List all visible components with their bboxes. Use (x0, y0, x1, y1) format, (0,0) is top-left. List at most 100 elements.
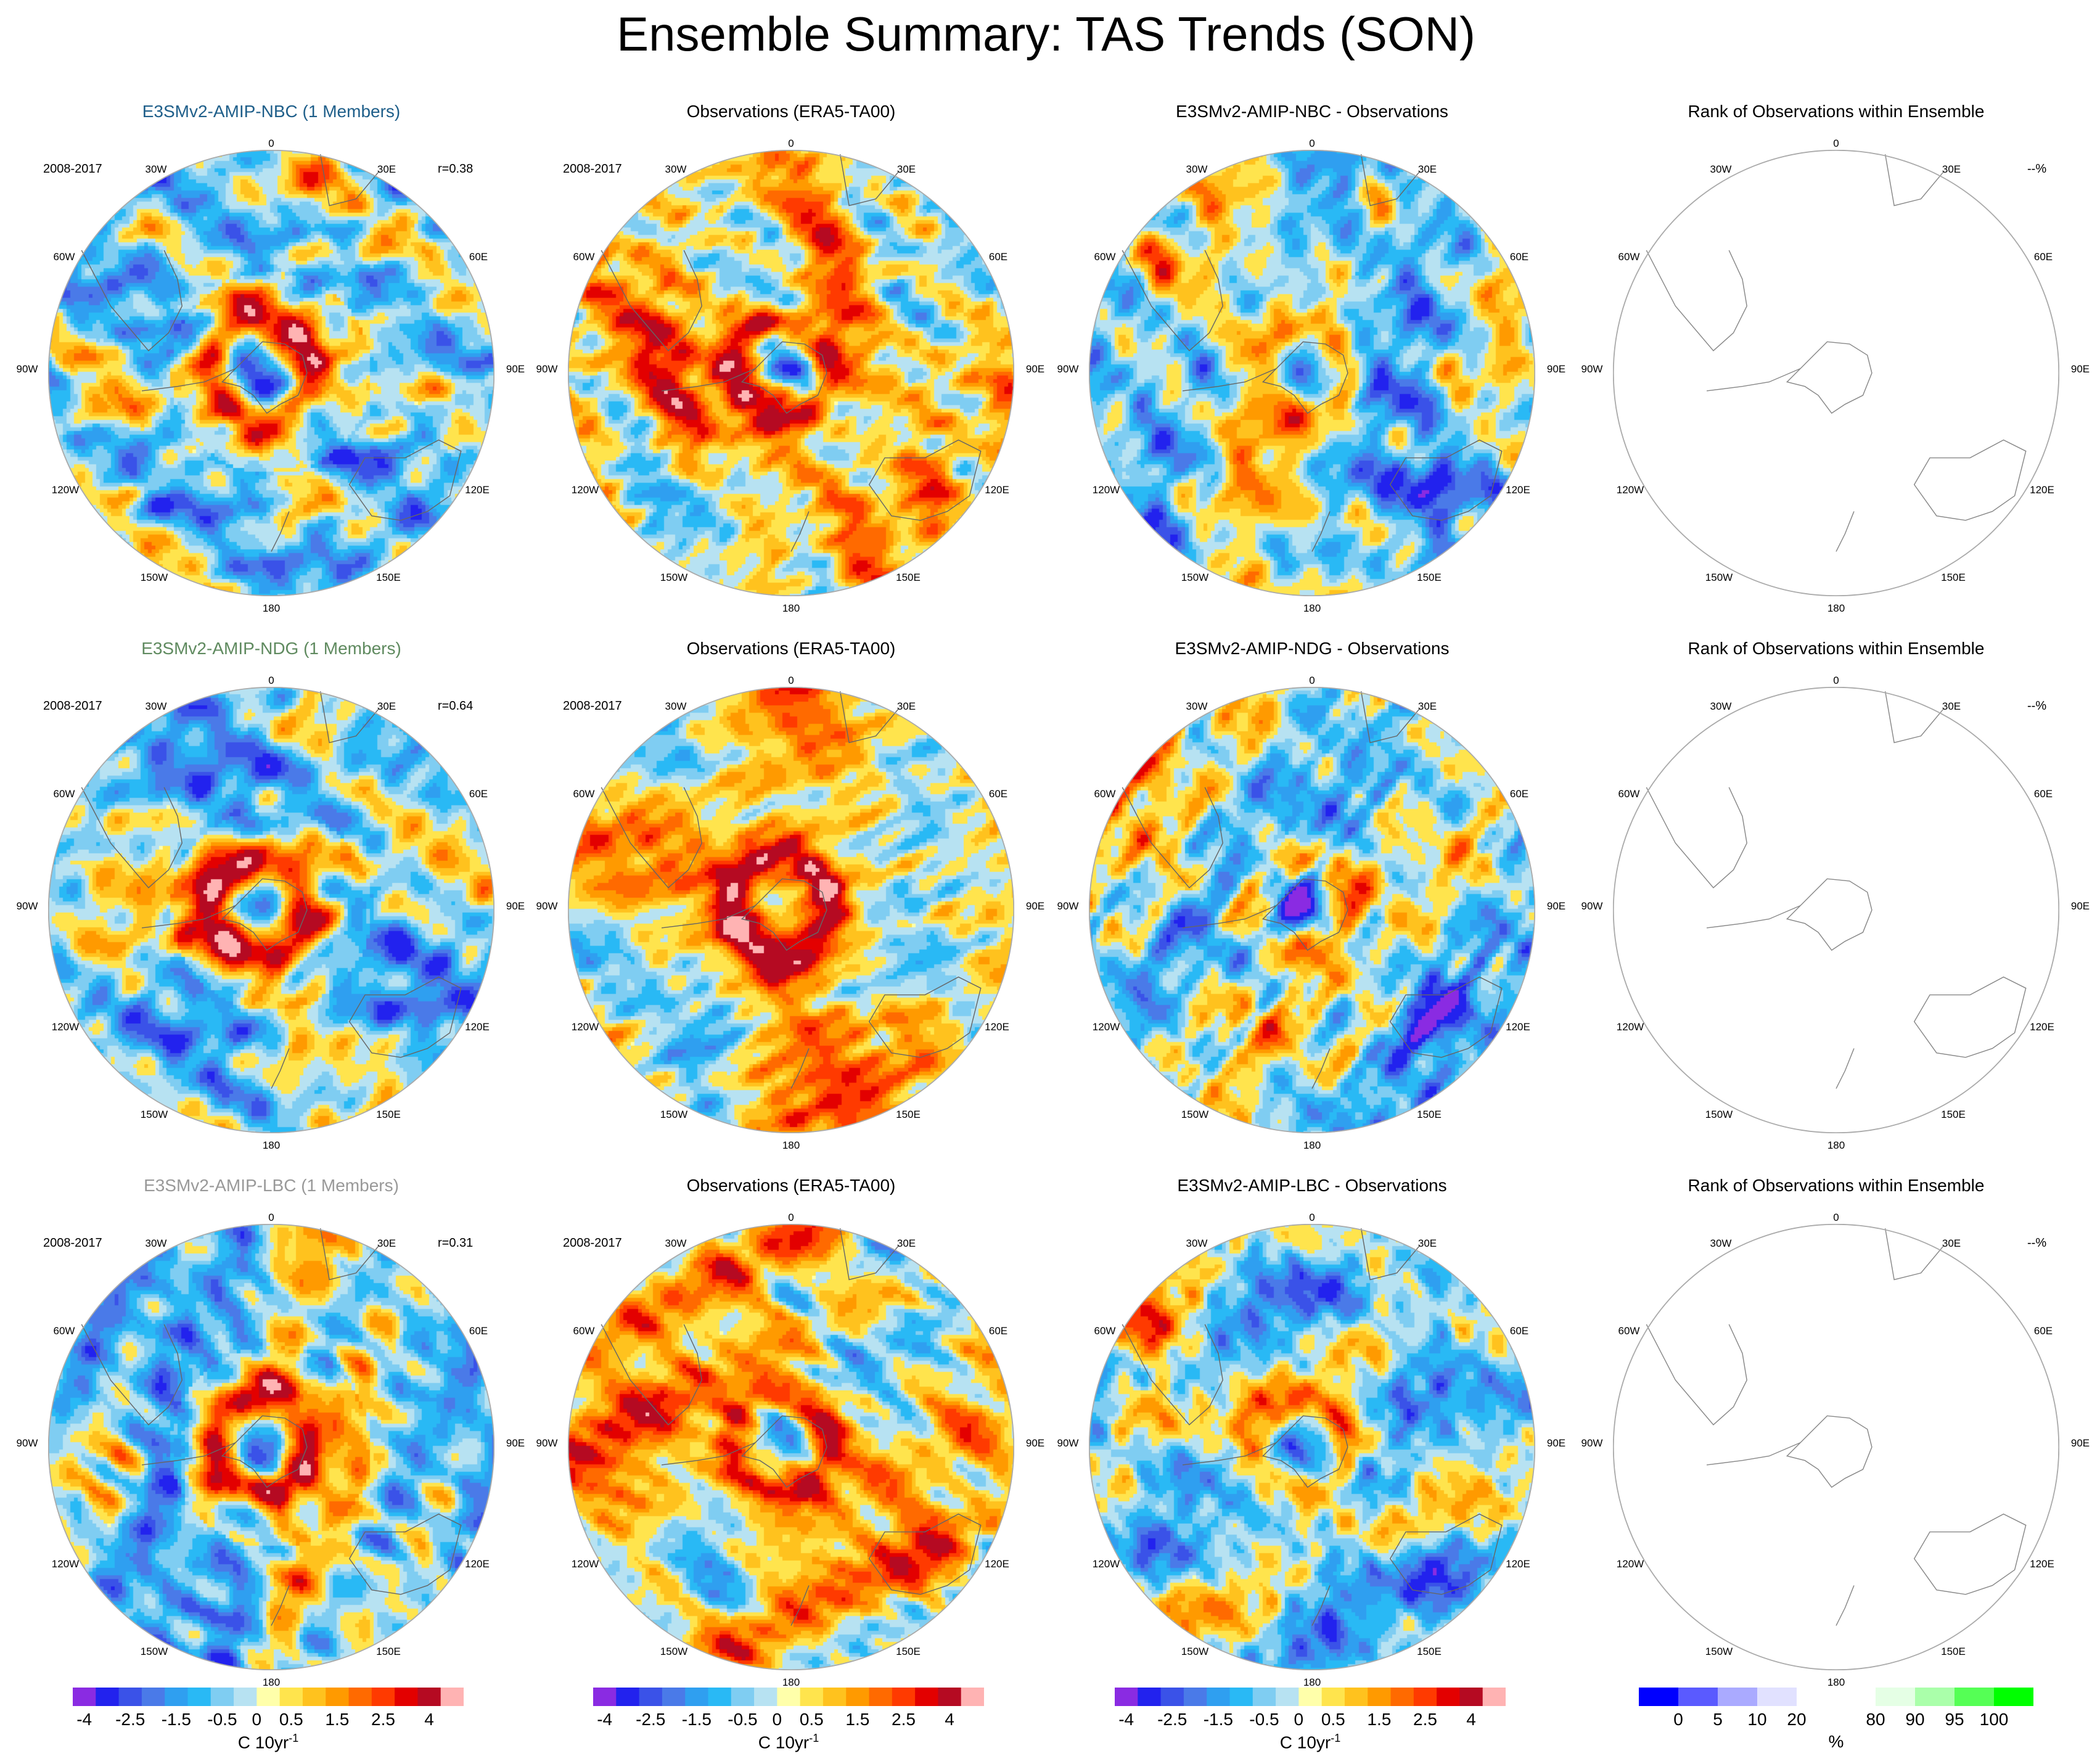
lon-label: 120E (985, 1558, 1009, 1570)
lon-label: 120W (1092, 1558, 1120, 1570)
lon-label: 90W (16, 363, 38, 375)
colorbar-swatch (892, 1688, 916, 1706)
colorbar-tick-label: 90 (1905, 1710, 1925, 1729)
coastline-4 (348, 976, 462, 1058)
colorbar-tick-label: 2.5 (371, 1710, 395, 1729)
coastline-0 (740, 878, 827, 951)
colorbar-swatch (708, 1688, 732, 1706)
colorbar-swatch (1368, 1688, 1392, 1706)
lon-label: 30E (1942, 700, 1961, 712)
map-boundary (1613, 150, 2059, 596)
figure-title: Ensemble Summary: TAS Trends (SON) (617, 7, 1475, 61)
lon-label: 120W (1092, 484, 1120, 496)
colorbar-swatch (165, 1688, 188, 1706)
colorbar-swatch (210, 1688, 234, 1706)
coastline-0 (221, 1415, 308, 1488)
coastline-2 (601, 1324, 702, 1426)
panel-title-rank: Rank of Observations within Ensemble (1688, 1176, 1985, 1195)
lon-label: 150E (1941, 1646, 1966, 1657)
lon-label: 90E (506, 363, 525, 375)
lon-label: 120W (571, 484, 599, 496)
colorbar-swatch (846, 1688, 870, 1706)
lon-label: 60W (1094, 788, 1116, 800)
lon-label: 0 (788, 675, 794, 686)
lon-label: 30W (665, 700, 687, 712)
lon-label: 60E (469, 251, 488, 263)
lon-label: 90E (1025, 900, 1045, 912)
lon-label: 60W (1618, 1325, 1640, 1337)
colorbar-swatch (800, 1688, 824, 1706)
coastline-0 (1261, 878, 1348, 951)
coastline-5 (1836, 511, 1855, 552)
colorbar-swatch (1344, 1688, 1368, 1706)
coastline-2 (81, 1324, 183, 1426)
lon-label: 0 (1309, 675, 1315, 686)
colorbar-swatch (1459, 1688, 1483, 1706)
lon-label: 90W (1057, 900, 1079, 912)
map-model-row2-coastlines (48, 687, 494, 1133)
correlation-label: r=0.31 (438, 1236, 474, 1250)
lon-label: 90W (536, 363, 558, 375)
coastline-2 (1122, 1324, 1223, 1426)
colorbar-3 (1115, 1688, 1506, 1706)
lon-label: 60E (2033, 251, 2053, 263)
colorbar-tick-label: -1.5 (1203, 1710, 1233, 1729)
period-label: 2008-2017 (43, 699, 102, 713)
colorbar-tick-label: 0.5 (799, 1710, 824, 1729)
lon-label: 30E (377, 700, 396, 712)
colorbar-tick-label: 20 (1787, 1710, 1807, 1729)
colorbar-swatch (1678, 1688, 1718, 1706)
map-diff-row2-coastlines (1089, 687, 1535, 1133)
lon-label: 90E (506, 900, 525, 912)
rank-percent-label: --% (2027, 1236, 2047, 1250)
coastline-1 (1182, 1442, 1277, 1466)
lon-label: 60E (988, 1325, 1008, 1337)
coastline-4 (868, 976, 982, 1058)
colorbar-swatch (754, 1688, 777, 1706)
coastline-1 (661, 905, 756, 929)
coastline-2 (1646, 1324, 1747, 1426)
map-obs-row3-coastlines (568, 1224, 1014, 1670)
lon-label: 30W (145, 163, 167, 175)
colorbar-tick-label: 0 (252, 1710, 262, 1729)
coastline-3 (1360, 154, 1420, 207)
lon-label: 150E (896, 572, 921, 583)
lon-label: 30E (1942, 1237, 1961, 1249)
colorbar-swatch (1482, 1688, 1506, 1706)
map-boundary (48, 150, 494, 596)
colorbar-swatch (1413, 1688, 1437, 1706)
colorbar-tick-label: 0 (1294, 1710, 1304, 1729)
coastline-5 (1836, 1585, 1855, 1626)
colorbar-swatch (1207, 1688, 1230, 1706)
lon-label: 180 (262, 1676, 281, 1688)
map-diff-row1-coastlines (1089, 150, 1535, 596)
map-diff-row2-field (1089, 687, 1535, 1133)
lon-label: 0 (1309, 1212, 1315, 1223)
lon-label: 30E (377, 1237, 396, 1249)
lon-label: 150W (1181, 1646, 1209, 1657)
map-boundary (1089, 687, 1535, 1133)
lon-label: 0 (1833, 675, 1839, 686)
coastline-2 (1646, 787, 1747, 888)
colorbar-swatch (593, 1688, 617, 1706)
lon-label: 0 (1309, 137, 1315, 149)
coastline-1 (141, 368, 236, 392)
panel-title-model: E3SMv2-AMIP-NBC (1 Members) (142, 102, 401, 121)
colorbar-swatch (961, 1688, 984, 1706)
period-label: 2008-2017 (43, 162, 102, 176)
colorbar-swatch (1876, 1688, 1916, 1706)
coastline-3 (1884, 691, 1944, 744)
colorbar-swatch (234, 1688, 257, 1706)
lon-label: 90W (1057, 1437, 1079, 1449)
coastline-2 (1646, 250, 1747, 351)
coastline-4 (1913, 976, 2027, 1058)
lon-label: 180 (1303, 1139, 1321, 1151)
lon-label: 90W (536, 900, 558, 912)
lon-label: 30W (1710, 700, 1732, 712)
coastline-3 (839, 1228, 899, 1281)
lon-label: 30E (1417, 700, 1437, 712)
colorbar-swatch (1138, 1688, 1162, 1706)
colorbar-tick-label: 80 (1866, 1710, 1885, 1729)
lon-label: 90E (2070, 363, 2090, 375)
lon-label: 150W (140, 1109, 168, 1120)
